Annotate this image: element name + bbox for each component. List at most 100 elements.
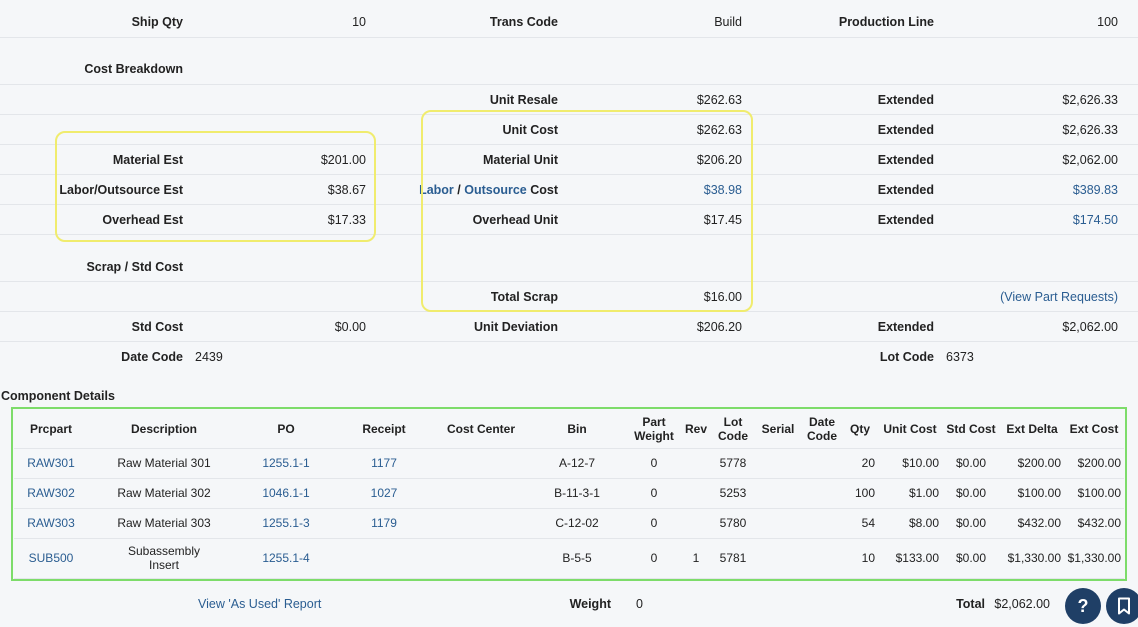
production-line-value: 100	[1097, 15, 1118, 29]
outsource-link[interactable]: Outsource	[464, 183, 527, 197]
col-lot-code[interactable]: Lot Code	[712, 410, 754, 449]
labor-outsource-cost-value[interactable]: $38.98	[703, 183, 742, 197]
col-bin[interactable]: Bin	[526, 410, 628, 449]
qty-cell: 10	[842, 538, 878, 579]
col-unit-cost[interactable]: Unit Cost	[878, 410, 942, 449]
bookmark-button[interactable]	[1106, 588, 1138, 624]
estimates-highlight	[55, 131, 376, 242]
lot-code-value: 6373	[946, 350, 974, 364]
col-part-weight-line2: Weight	[634, 428, 674, 443]
prcpart-link[interactable]: SUB500	[14, 538, 88, 579]
receipt-link[interactable]: 1179	[332, 508, 436, 539]
component-details-highlight	[11, 407, 1127, 581]
qty-cell: 100	[842, 478, 878, 509]
prcpart-link[interactable]: RAW303	[14, 508, 88, 539]
view-part-requests-link[interactable]: (View Part Requests)	[1000, 290, 1118, 304]
cost-breakdown-row: Cost Breakdown	[0, 38, 1138, 85]
po-link[interactable]: 1046.1-1	[240, 478, 332, 509]
material-extended-label: Extended	[877, 153, 934, 167]
qty-cell: 20	[842, 448, 878, 479]
production-line-label: Production Line	[838, 15, 934, 29]
scrap-std-row: Scrap / Std Cost	[0, 235, 1138, 282]
material-est-value: $201.00	[320, 153, 366, 167]
unit-resale-label: Unit Resale	[489, 93, 558, 107]
col-qty[interactable]: Qty	[842, 410, 878, 449]
cost-center-cell	[436, 478, 526, 509]
col-date-code-line1: Date	[808, 414, 835, 429]
trans-code-label: Trans Code	[489, 15, 558, 29]
receipt-link[interactable]	[332, 538, 436, 579]
date-code-cell	[802, 538, 842, 579]
unit-resale-row: Unit Resale $262.63 Extended $2,626.33	[0, 85, 1138, 115]
col-std-cost[interactable]: Std Cost	[942, 410, 1000, 449]
unit-resale-extended-label: Extended	[877, 93, 934, 107]
po-link[interactable]: 1255.1-1	[240, 448, 332, 479]
po-link[interactable]: 1255.1-3	[240, 508, 332, 539]
col-cost-center[interactable]: Cost Center	[436, 410, 526, 449]
component-details-title: Component Details	[1, 389, 115, 403]
part-weight-cell: 0	[628, 448, 680, 479]
col-description[interactable]: Description	[88, 410, 240, 449]
cost-center-cell	[436, 538, 526, 579]
col-lot-code-line2: Code	[718, 428, 748, 443]
receipt-link[interactable]: 1177	[332, 448, 436, 479]
lot-code-cell: 5780	[712, 508, 754, 539]
serial-cell	[754, 538, 802, 579]
description-line2: Insert	[148, 558, 179, 572]
std-cost-cell: $0.00	[942, 478, 1000, 509]
date-code-cell	[802, 478, 842, 509]
overhead-extended-label: Extended	[877, 213, 934, 227]
labor-link[interactable]: Labor	[419, 183, 454, 197]
qty-cell: 54	[842, 508, 878, 539]
overhead-extended-value[interactable]: $174.50	[1072, 213, 1118, 227]
total-value: $2,062.00	[994, 597, 1050, 611]
rev-cell	[680, 478, 712, 509]
bin-cell: A-12-7	[526, 448, 628, 479]
ext-cost-cell: $200.00	[1064, 448, 1124, 479]
labor-cost-suffix: Cost	[526, 183, 558, 197]
unit-cost-cell: $133.00	[878, 538, 942, 579]
prcpart-link[interactable]: RAW301	[14, 448, 88, 479]
col-serial[interactable]: Serial	[754, 410, 802, 449]
total-label: Total	[956, 597, 985, 611]
unit-deviation-value: $206.20	[696, 320, 742, 334]
col-prcpart[interactable]: Prcpart	[14, 410, 88, 449]
std-cost-cell: $0.00	[942, 538, 1000, 579]
table-row: SUB500 Subassembly Insert 1255.1-4 B-5-5 …	[14, 538, 1124, 579]
prcpart-link[interactable]: RAW302	[14, 478, 88, 509]
weight-value: 0	[636, 597, 643, 611]
material-est-label: Material Est	[112, 153, 183, 167]
description-cell: Raw Material 301	[88, 448, 240, 479]
ship-row: Ship Qty 10 Trans Code Build Production …	[0, 0, 1138, 38]
overhead-row: Overhead Est $17.33 Overhead Unit $17.45…	[0, 205, 1138, 235]
col-ext-cost[interactable]: Ext Cost	[1064, 410, 1124, 449]
overhead-est-label: Overhead Est	[102, 213, 183, 227]
date-code-cell	[802, 508, 842, 539]
ext-delta-cell: $100.00	[1000, 478, 1064, 509]
unit-resale-value: $262.63	[696, 93, 742, 107]
col-date-code[interactable]: Date Code	[802, 410, 842, 449]
help-button[interactable]: ?	[1065, 588, 1101, 624]
receipt-link[interactable]: 1027	[332, 478, 436, 509]
po-link[interactable]: 1255.1-4	[240, 538, 332, 579]
labor-est-label: Labor/Outsource Est	[59, 183, 183, 197]
unit-cost-cell: $10.00	[878, 448, 942, 479]
col-receipt[interactable]: Receipt	[332, 410, 436, 449]
codes-row: Date Code 2439 Lot Code 6373	[0, 342, 1138, 372]
ship-qty-label: Ship Qty	[131, 15, 183, 29]
unit-cost-row: Unit Cost $262.63 Extended $2,626.33	[0, 115, 1138, 145]
col-po[interactable]: PO	[240, 410, 332, 449]
view-as-used-report-link[interactable]: View 'As Used' Report	[198, 597, 322, 611]
std-cost-cell: $0.00	[942, 508, 1000, 539]
labor-est-value: $38.67	[327, 183, 366, 197]
col-rev[interactable]: Rev	[680, 410, 712, 449]
std-cost-label: Std Cost	[131, 320, 183, 334]
ext-delta-cell: $432.00	[1000, 508, 1064, 539]
col-part-weight[interactable]: Part Weight	[628, 410, 680, 449]
col-ext-delta[interactable]: Ext Delta	[1000, 410, 1064, 449]
labor-extended-value[interactable]: $389.83	[1072, 183, 1118, 197]
ext-cost-cell: $432.00	[1064, 508, 1124, 539]
date-code-value: 2439	[195, 350, 223, 364]
table-header-row: Prcpart Description PO Receipt Cost Cent…	[14, 410, 1124, 449]
unit-costs-highlight	[421, 110, 753, 312]
